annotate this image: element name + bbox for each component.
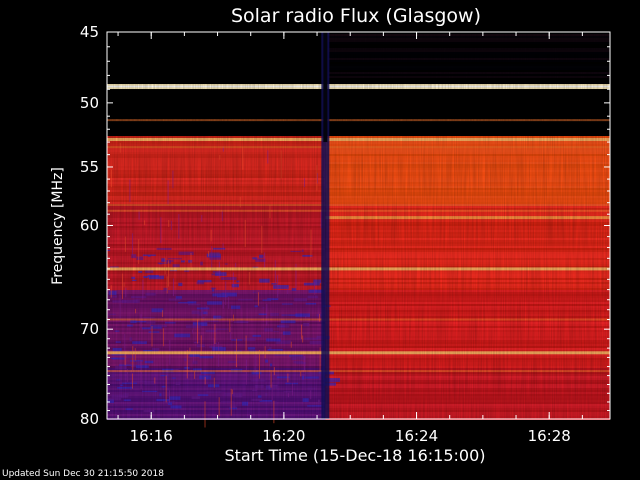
updated-timestamp: Updated Sun Dec 30 21:15:50 2018 — [2, 469, 164, 479]
x-tick-label: 16:20 — [262, 427, 305, 445]
x-tick-label: 16:24 — [395, 427, 438, 445]
y-tick-label: 80 — [80, 410, 99, 428]
x-tick-label: 16:28 — [528, 427, 571, 445]
y-tick-label: 55 — [80, 158, 99, 176]
x-axis: 16:16 16:20 16:24 16:28 — [117, 32, 583, 445]
y-axis-label: Frequency [MHz] — [50, 167, 66, 285]
y-tick-label: 70 — [80, 320, 99, 338]
noise-overlay — [107, 32, 610, 419]
x-tick-label: 16:16 — [130, 427, 173, 445]
y-tick-label: 45 — [80, 23, 99, 41]
x-axis-label: Start Time (15-Dec-18 16:15:00) — [224, 446, 485, 465]
chart-title: Solar radio Flux (Glasgow) — [231, 5, 481, 27]
y-tick-label: 50 — [80, 94, 99, 112]
y-axis: 45 50 55 60 70 80 — [80, 23, 610, 428]
plot-area — [107, 32, 610, 428]
y-tick-label: 60 — [80, 217, 99, 235]
